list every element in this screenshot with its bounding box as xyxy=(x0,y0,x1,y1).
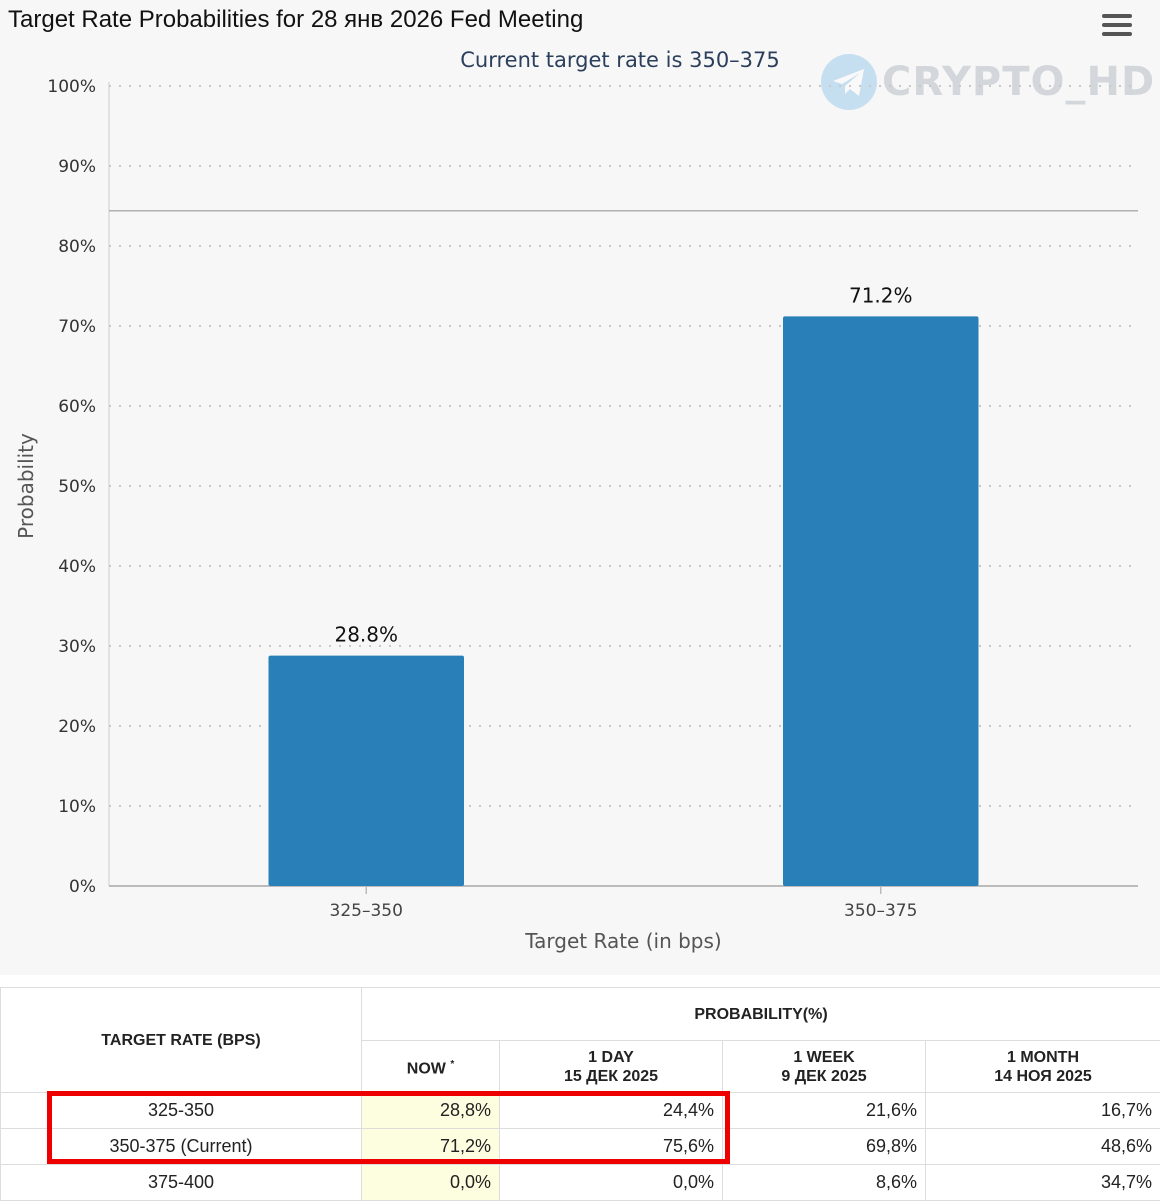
y-tick-label: 20% xyxy=(58,717,96,737)
header-1-day: 1 DAY 15 ДЕК 2025 xyxy=(500,1041,723,1093)
header-1-month-label: 1 MONTH xyxy=(1007,1049,1079,1066)
y-tick-label: 90% xyxy=(58,157,96,177)
y-tick-label: 40% xyxy=(58,557,96,577)
header-probability: PROBABILITY(%) xyxy=(362,988,1160,1041)
cell-1-day: 75,6% xyxy=(500,1129,723,1165)
header-1-week: 1 WEEK 9 ДЕК 2025 xyxy=(723,1041,926,1093)
cell-1-week: 69,8% xyxy=(723,1129,926,1165)
bar-chart: 0% 10% 20% 30% 40% 50% 60% 70% 80% 90% 100% 28.8% 32… xyxy=(0,0,1160,975)
y-tick-label: 10% xyxy=(58,797,96,817)
cell-rate: 350-375 (Current) xyxy=(1,1129,362,1165)
cell-1-month: 48,6% xyxy=(926,1129,1160,1165)
cell-1-month: 16,7% xyxy=(926,1093,1160,1129)
y-tick-label: 60% xyxy=(58,397,96,417)
header-1-day-date: 15 ДЕК 2025 xyxy=(564,1068,658,1085)
header-now: NOW * xyxy=(362,1041,500,1093)
chart-area: Target Rate Probabilities for 28 янв 202… xyxy=(0,0,1160,975)
x-tick-label: 350–375 xyxy=(844,901,917,921)
cell-rate: 325-350 xyxy=(1,1093,362,1129)
header-now-mark: * xyxy=(450,1059,454,1070)
cell-now: 28,8% xyxy=(362,1093,500,1129)
data-label: 71.2% xyxy=(849,283,913,307)
y-tick-label: 100% xyxy=(47,77,96,97)
table-row: 350-375 (Current) 71,2% 75,6% 69,8% 48,6… xyxy=(1,1129,1160,1165)
header-1-week-label: 1 WEEK xyxy=(793,1049,854,1066)
y-tick-label: 50% xyxy=(58,477,96,497)
probability-table: TARGET RATE (BPS) PROBABILITY(%) NOW * 1… xyxy=(0,987,1160,1200)
header-1-month-date: 14 НОЯ 2025 xyxy=(994,1068,1092,1085)
cell-1-day: 24,4% xyxy=(500,1093,723,1129)
header-1-day-label: 1 DAY xyxy=(588,1049,634,1066)
table-row: 325-350 28,8% 24,4% 21,6% 16,7% xyxy=(1,1093,1160,1129)
data-label: 28.8% xyxy=(334,623,398,647)
y-axis-title: Probability xyxy=(14,433,38,539)
y-tick-label: 80% xyxy=(58,237,96,257)
header-1-month: 1 MONTH 14 НОЯ 2025 xyxy=(926,1041,1160,1093)
x-tick-label: 325–350 xyxy=(330,901,403,921)
bar xyxy=(268,656,464,886)
cell-1-week: 8,6% xyxy=(723,1165,926,1201)
y-tick-label: 0% xyxy=(69,877,96,897)
cell-rate: 375-400 xyxy=(1,1165,362,1201)
header-target-rate: TARGET RATE (BPS) xyxy=(1,988,362,1093)
cell-1-month: 34,7% xyxy=(926,1165,1160,1201)
header-1-week-date: 9 ДЕК 2025 xyxy=(781,1068,866,1085)
cell-1-week: 21,6% xyxy=(723,1093,926,1129)
y-tick-label: 30% xyxy=(58,637,96,657)
header-now-label: NOW xyxy=(407,1060,446,1077)
y-tick-label: 70% xyxy=(58,317,96,337)
table-row: 375-400 0,0% 0,0% 8,6% 34,7% xyxy=(1,1165,1160,1201)
cell-now: 0,0% xyxy=(362,1165,500,1201)
bar xyxy=(783,316,979,886)
cell-1-day: 0,0% xyxy=(500,1165,723,1201)
x-axis-title: Target Rate (in bps) xyxy=(524,929,721,953)
cell-now: 71,2% xyxy=(362,1129,500,1165)
